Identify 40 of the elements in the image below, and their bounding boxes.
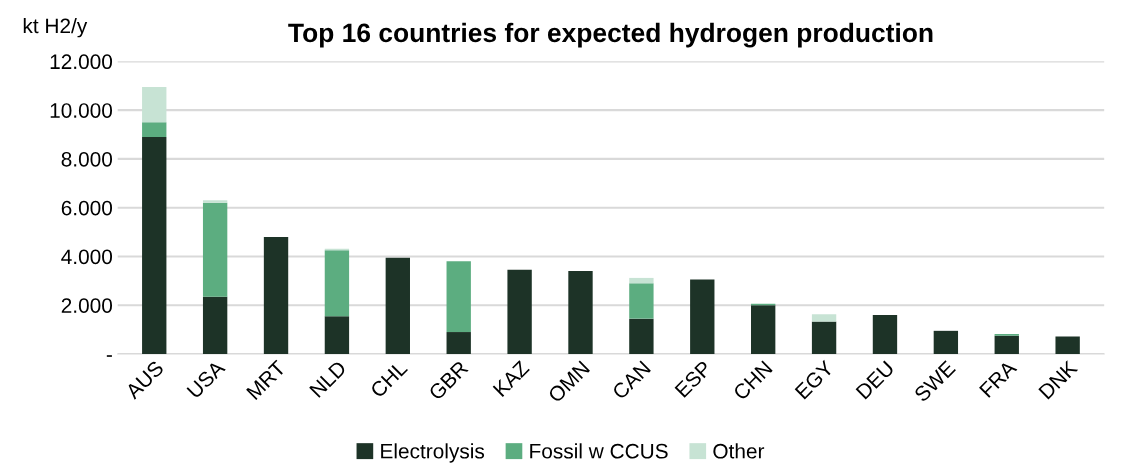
bar xyxy=(933,330,959,354)
bar xyxy=(142,136,167,354)
x-tick-label: FRA xyxy=(979,359,1018,398)
bar xyxy=(1055,336,1080,354)
y-tick-label: 4.000 xyxy=(61,249,113,265)
bar xyxy=(142,122,167,137)
y-tick-label: 10.000 xyxy=(50,103,113,118)
y-tick-label: - xyxy=(106,355,112,357)
bar xyxy=(446,332,471,354)
bar xyxy=(263,236,289,354)
bar xyxy=(385,257,410,354)
y-tick-label: 12.000 xyxy=(50,54,113,70)
chart-title: Top 16 countries for expected hydrogen production xyxy=(288,22,933,48)
bar xyxy=(568,271,593,354)
legend-label: Other xyxy=(713,443,765,459)
bar xyxy=(751,305,776,354)
bar xyxy=(629,283,654,319)
legend-label: Fossil w CCUS xyxy=(530,443,668,459)
x-tick-label: USA xyxy=(186,359,226,399)
bar xyxy=(629,277,654,284)
bar xyxy=(994,335,1019,354)
bar xyxy=(324,316,350,354)
bar xyxy=(811,321,837,354)
y-tick-label: 2.000 xyxy=(61,298,113,313)
y-tick-label: 8.000 xyxy=(61,151,113,167)
bar xyxy=(202,202,228,297)
bar xyxy=(690,279,715,354)
x-tick-label: CHL xyxy=(369,359,409,399)
y-axis-title: kt H2/y xyxy=(23,17,88,38)
y-tick-label: 6.000 xyxy=(61,200,113,216)
bar xyxy=(811,314,837,322)
bar xyxy=(629,318,654,354)
bar xyxy=(507,269,532,354)
bar xyxy=(202,296,228,354)
bar xyxy=(324,250,350,317)
bar xyxy=(202,200,228,203)
bar xyxy=(142,86,167,123)
bar xyxy=(446,261,471,333)
legend-label: Electrolysis xyxy=(381,443,485,463)
bar xyxy=(872,314,898,354)
